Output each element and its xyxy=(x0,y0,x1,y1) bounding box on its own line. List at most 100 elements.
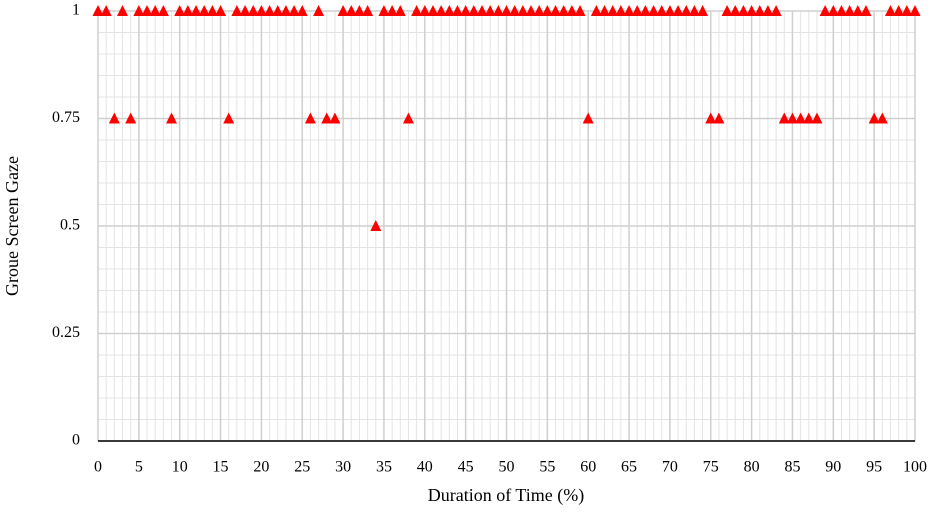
x-tick-label: 60 xyxy=(580,459,596,476)
marker xyxy=(394,5,406,16)
marker xyxy=(713,112,725,124)
x-tick-label: 45 xyxy=(458,459,474,476)
marker xyxy=(746,5,758,16)
marker xyxy=(623,5,635,16)
marker xyxy=(280,5,292,16)
x-tick-label: 10 xyxy=(172,459,188,476)
marker xyxy=(901,5,913,16)
marker xyxy=(182,5,194,16)
y-tick-label: 0 xyxy=(72,432,80,449)
marker xyxy=(231,5,243,16)
marker xyxy=(304,112,316,124)
x-tick-label: 50 xyxy=(499,459,515,476)
marker xyxy=(574,5,586,16)
marker xyxy=(631,5,643,16)
marker xyxy=(672,5,684,16)
marker xyxy=(582,112,594,124)
marker xyxy=(386,5,398,16)
marker xyxy=(517,5,529,16)
marker xyxy=(460,5,472,16)
marker xyxy=(166,112,178,124)
x-tick-label: 75 xyxy=(703,459,719,476)
marker xyxy=(639,5,651,16)
marker xyxy=(770,5,782,16)
x-tick-label: 0 xyxy=(94,459,102,476)
marker xyxy=(157,5,169,16)
y-tick-label: 1 xyxy=(72,2,80,19)
marker xyxy=(607,5,619,16)
marker xyxy=(501,5,512,16)
marker xyxy=(190,5,202,16)
marker xyxy=(239,5,251,16)
marker xyxy=(92,5,104,16)
marker xyxy=(827,5,839,16)
marker xyxy=(419,5,431,16)
marker xyxy=(476,5,488,16)
x-axis-label: Duration of Time (%) xyxy=(428,485,585,506)
x-tick-label: 15 xyxy=(213,459,229,476)
marker xyxy=(108,112,120,124)
marker xyxy=(288,5,300,16)
x-tick-label: 30 xyxy=(335,459,351,476)
marker xyxy=(705,112,717,124)
marker xyxy=(844,5,856,16)
marker xyxy=(484,5,496,16)
x-tick-label: 100 xyxy=(903,459,927,476)
marker xyxy=(525,5,537,16)
x-tick-label: 90 xyxy=(825,459,841,476)
marker xyxy=(688,5,700,16)
marker xyxy=(558,5,570,16)
marker xyxy=(803,112,815,124)
marker xyxy=(819,5,831,16)
marker xyxy=(648,5,660,16)
marker xyxy=(811,112,823,124)
marker xyxy=(133,5,145,16)
marker xyxy=(141,5,153,16)
marker xyxy=(909,5,921,16)
marker xyxy=(509,5,521,16)
marker xyxy=(345,5,357,16)
marker xyxy=(313,5,325,16)
marker xyxy=(353,5,365,16)
marker xyxy=(852,5,864,16)
marker xyxy=(737,5,749,16)
y-tick-label: 0.5 xyxy=(60,217,80,234)
x-tick-label: 20 xyxy=(253,459,269,476)
x-tick-label: 55 xyxy=(539,459,555,476)
marker xyxy=(337,5,349,16)
marker xyxy=(255,5,267,16)
marker xyxy=(550,5,562,16)
marker xyxy=(272,5,284,16)
marker xyxy=(149,5,161,16)
marker xyxy=(411,5,423,16)
marker xyxy=(754,5,766,16)
marker xyxy=(247,5,259,16)
marker xyxy=(362,5,374,16)
marker xyxy=(264,5,276,16)
marker xyxy=(868,112,880,124)
x-tick-label: 35 xyxy=(376,459,392,476)
marker xyxy=(435,5,447,16)
x-tick-label: 25 xyxy=(294,459,310,476)
marker xyxy=(762,5,774,16)
x-tick-label: 95 xyxy=(866,459,882,476)
y-axis-label: Groue Screen Gaze xyxy=(2,156,22,296)
x-tick-label: 85 xyxy=(784,459,800,476)
marker xyxy=(402,112,414,124)
marker xyxy=(174,5,186,16)
marker xyxy=(427,5,439,16)
marker xyxy=(296,5,308,16)
marker xyxy=(566,5,578,16)
marker xyxy=(590,5,602,16)
x-tick-label: 70 xyxy=(662,459,678,476)
marker xyxy=(206,5,218,16)
marker xyxy=(443,5,455,16)
marker xyxy=(893,5,905,16)
marker xyxy=(370,220,382,231)
marker xyxy=(729,5,741,16)
marker xyxy=(876,112,888,124)
marker xyxy=(215,5,227,16)
marker xyxy=(223,112,235,124)
marker xyxy=(835,5,847,16)
